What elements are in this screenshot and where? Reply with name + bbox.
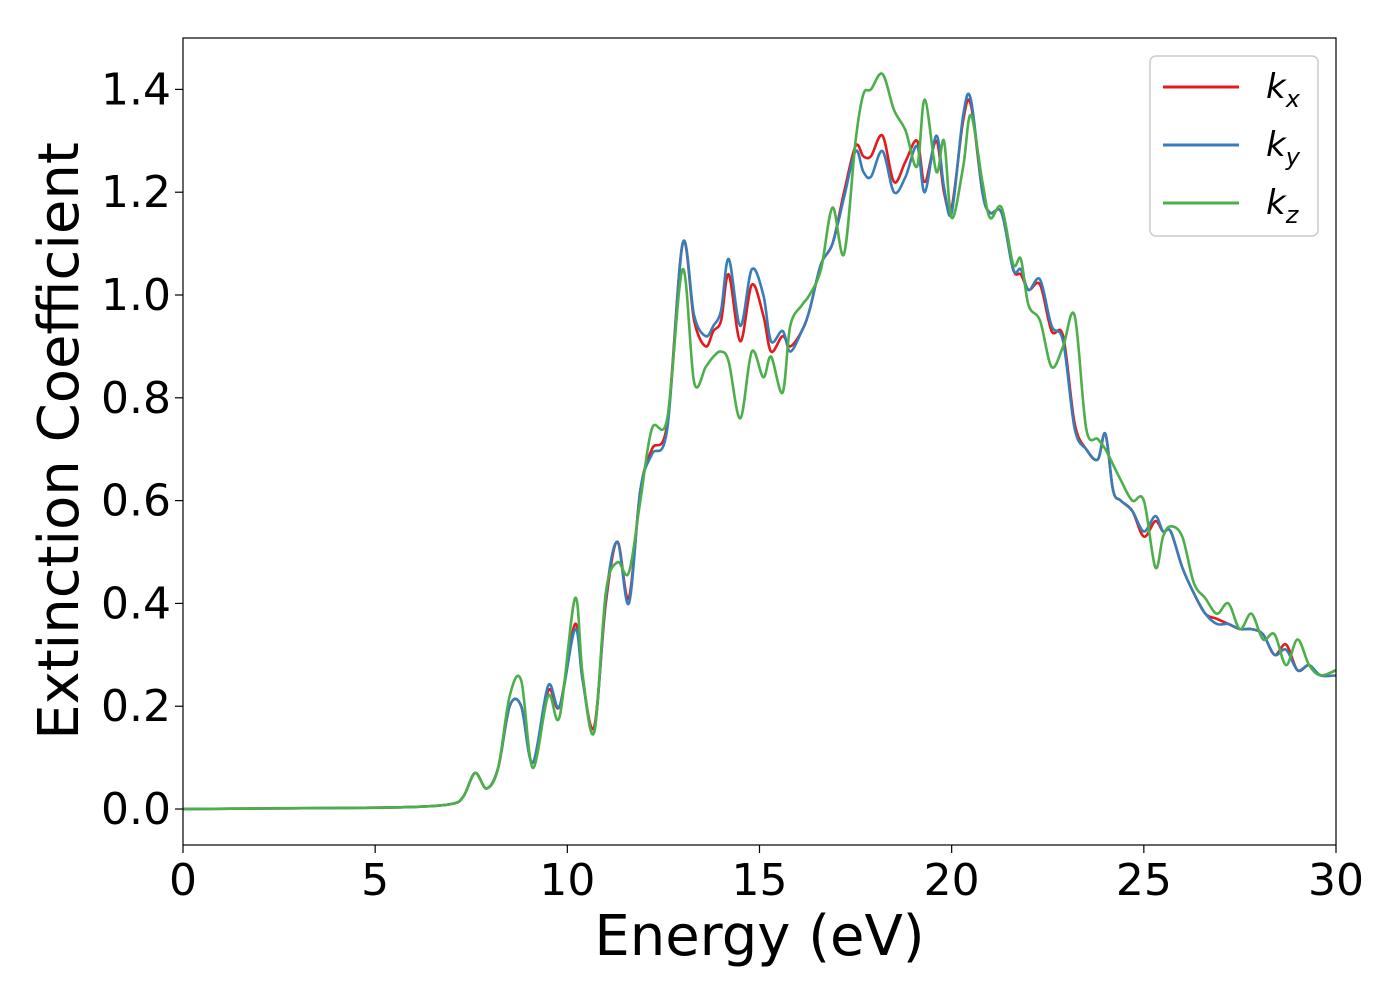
y-axis-title: Extinction Coefficient: [27, 142, 92, 740]
series-line-y: [182, 92, 1337, 811]
x-tick-label: 0: [169, 855, 197, 906]
x-tick-label: 30: [1308, 855, 1364, 906]
y-tick-label: 1.0: [101, 270, 171, 321]
y-tick-label: 0.0: [101, 784, 171, 835]
y-tick-label: 0.2: [101, 681, 171, 732]
y-tick-label: 0.4: [101, 578, 171, 629]
x-tick-label: 10: [539, 855, 595, 906]
series-line-z: [182, 72, 1337, 811]
y-axis-ticks: 0.0 0.2 0.4 0.6 0.8 1.0 1.2 1.4: [101, 64, 183, 835]
x-tick-label: 20: [924, 855, 980, 906]
x-tick-label: 25: [1116, 855, 1172, 906]
y-tick-label: 0.8: [101, 373, 171, 424]
x-tick-label: 5: [361, 855, 389, 906]
y-tick-label: 0.6: [101, 476, 171, 527]
y-tick-label: 1.4: [101, 64, 171, 115]
y-tick-label: 1.2: [101, 167, 171, 218]
x-tick-label: 15: [732, 855, 788, 906]
x-axis-title: Energy (eV): [594, 904, 924, 969]
series-lines: [182, 72, 1337, 811]
x-axis-ticks: 0 5 10 15 20 25 30: [169, 845, 1364, 906]
